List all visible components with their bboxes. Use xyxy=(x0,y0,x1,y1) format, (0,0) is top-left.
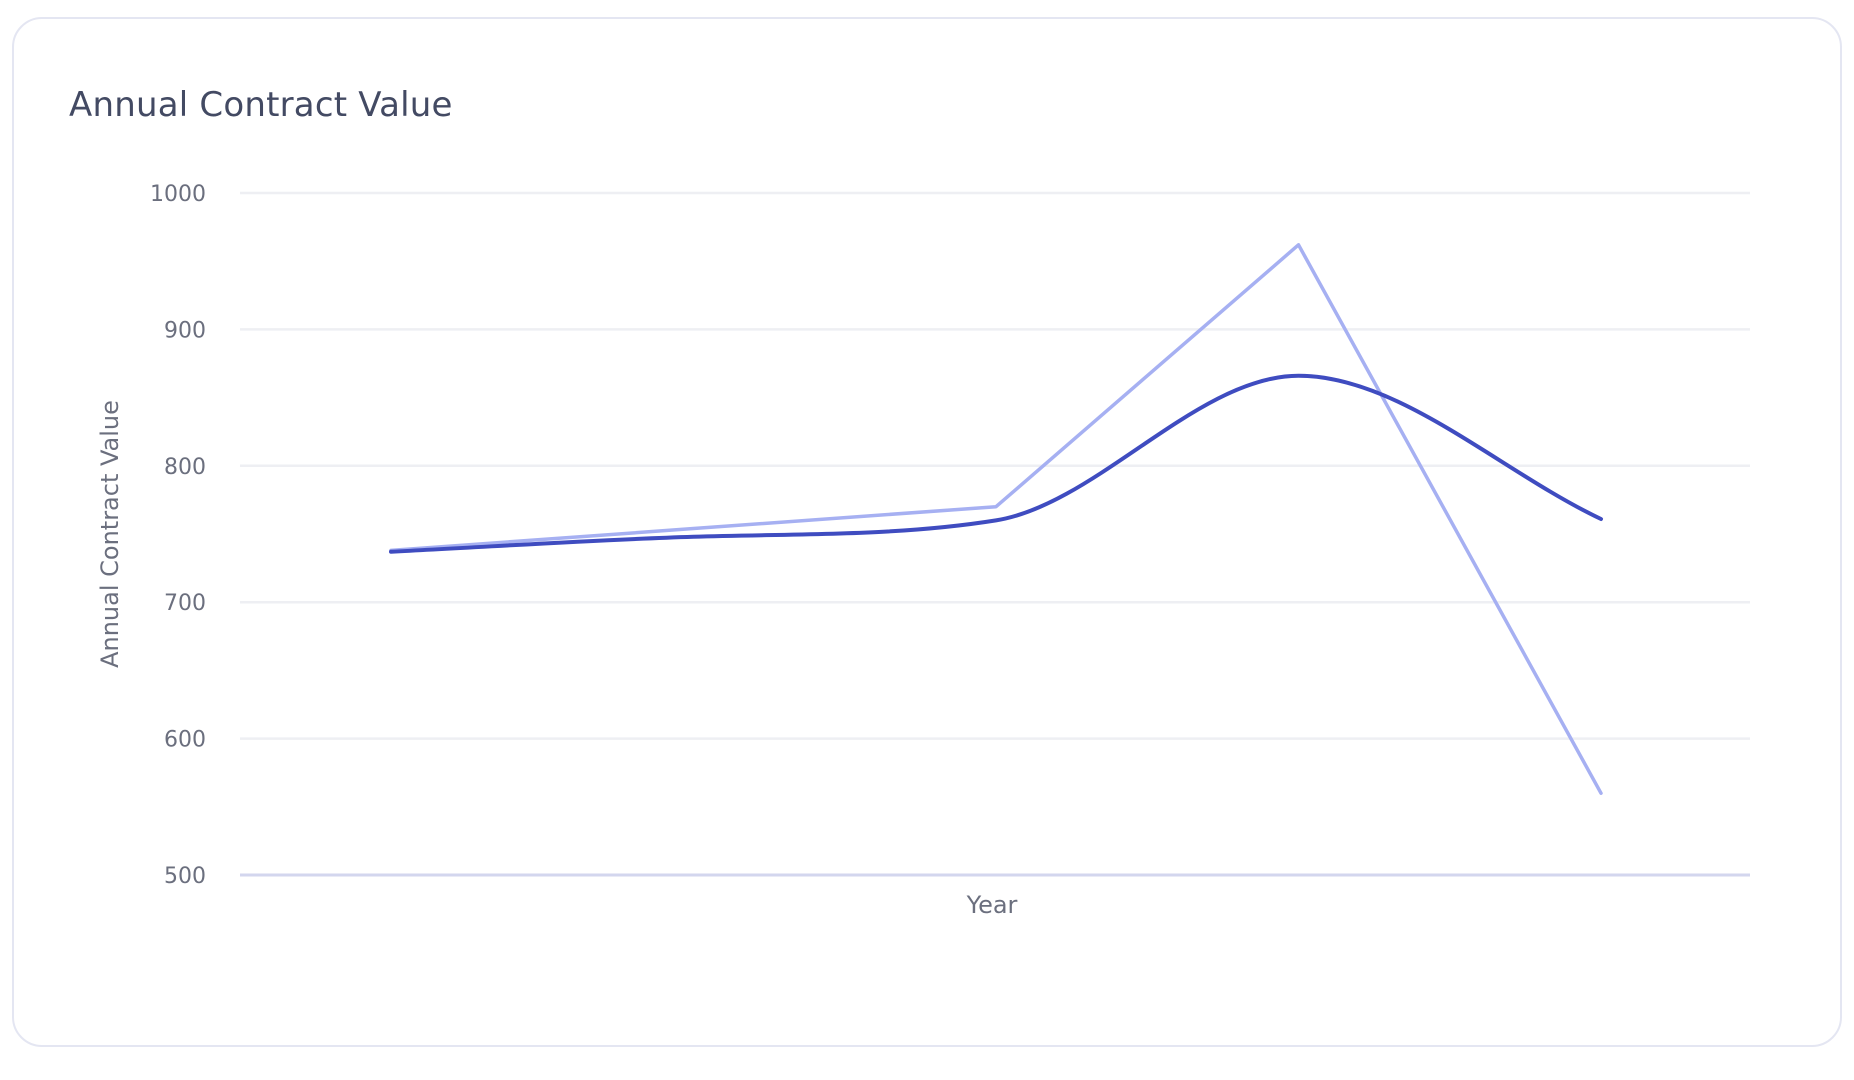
y-tick-label: 500 xyxy=(164,864,206,889)
y-axis-ticks: 500 600 700 800 900 1000 xyxy=(150,182,206,889)
x-axis-label: Year xyxy=(966,891,1018,919)
y-tick-label: 900 xyxy=(164,318,206,343)
y-tick-label: 600 xyxy=(164,728,206,753)
y-tick-label: 800 xyxy=(164,455,206,480)
y-tick-label: 1000 xyxy=(150,182,206,207)
y-tick-label: 700 xyxy=(164,591,206,616)
series-line-1 xyxy=(389,243,1603,795)
chart-title: Annual Contract Value xyxy=(69,85,453,125)
series-lines xyxy=(389,243,1603,795)
y-axis-label: Annual Contract Value xyxy=(96,400,124,668)
series-line-2 xyxy=(389,373,1603,554)
grid-lines xyxy=(240,191,1750,877)
